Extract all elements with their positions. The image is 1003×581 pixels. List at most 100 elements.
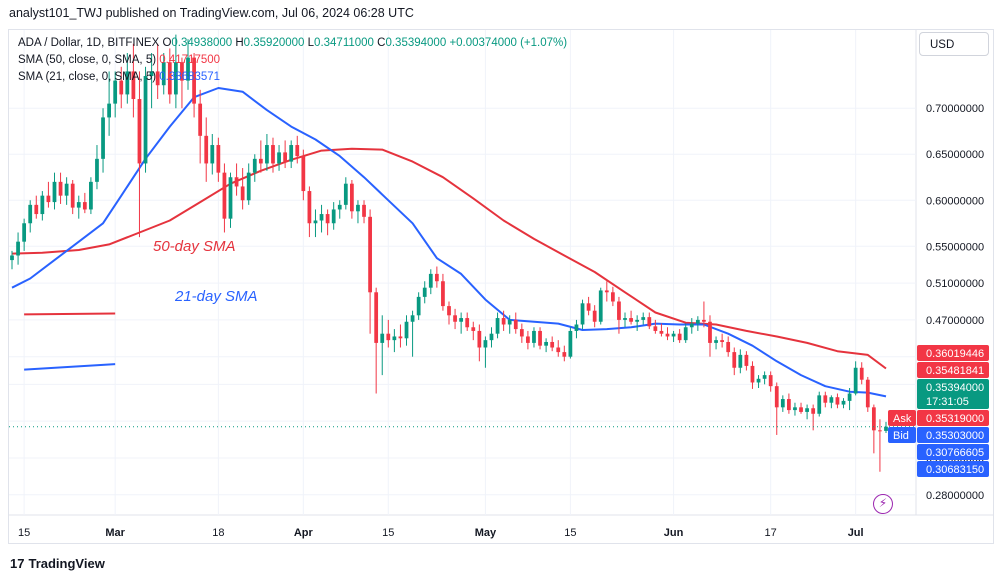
candle-body	[173, 62, 178, 95]
candle	[647, 312, 652, 330]
candle-body	[671, 333, 676, 337]
candle	[544, 338, 548, 353]
sma50-legend-row[interactable]: SMA (50, close, 0, SMA, 5) 0.41717500	[18, 52, 567, 69]
lightning-icon[interactable]: ⚡	[873, 494, 893, 514]
close-label: C	[377, 37, 386, 49]
candle-body	[331, 209, 336, 224]
publisher-header: analyst101_TWJ published on TradingView.…	[9, 6, 414, 20]
candle-body	[28, 204, 33, 224]
candle-body	[186, 57, 190, 81]
candle	[507, 315, 512, 334]
candle-body	[277, 152, 281, 164]
price-label-bg	[917, 427, 989, 443]
candle-body	[258, 158, 263, 164]
candles	[10, 34, 888, 472]
candle	[610, 286, 615, 307]
candle	[441, 273, 445, 311]
candle-body	[422, 287, 427, 297]
candle-body	[198, 103, 203, 136]
candle	[95, 145, 99, 190]
candle	[143, 66, 148, 173]
candle	[623, 312, 627, 328]
currency-button[interactable]: USD	[919, 32, 989, 56]
candle-body	[586, 303, 591, 311]
candle-body	[835, 397, 840, 405]
candle	[319, 204, 324, 233]
price-label-text: 0.35481841	[926, 365, 984, 377]
tradingview-logo[interactable]: 17 TradingView	[10, 556, 105, 571]
time-tick-label: Apr	[294, 527, 314, 539]
candle	[871, 404, 876, 454]
candle-body	[774, 386, 779, 408]
candle-body	[95, 158, 99, 182]
candle	[10, 250, 14, 270]
candle	[101, 108, 105, 173]
candle-body	[301, 156, 306, 192]
candle	[780, 395, 785, 412]
candle-body	[635, 319, 640, 322]
candle-body	[507, 319, 512, 325]
candle	[64, 177, 69, 205]
candle-body	[744, 354, 749, 366]
candle	[16, 232, 20, 265]
candle	[550, 336, 555, 352]
candle-body	[750, 365, 755, 383]
candle-body	[665, 333, 670, 337]
price-label-text: 0.36019446	[926, 348, 984, 360]
candle	[374, 287, 379, 394]
candle-body	[714, 340, 718, 343]
candle-body	[604, 290, 609, 293]
candle-body	[192, 57, 196, 104]
candle-body	[811, 408, 816, 414]
candle	[738, 349, 743, 374]
candle	[465, 312, 470, 331]
candle-body	[702, 319, 706, 322]
candle-body	[16, 241, 20, 256]
change-value: +0.00374000 (+1.07%)	[449, 37, 568, 49]
candle-body	[720, 340, 725, 342]
open-label: O	[162, 37, 172, 49]
candle	[222, 163, 227, 233]
high-value: 0.35920000	[243, 37, 305, 49]
candle	[720, 333, 725, 348]
candle	[58, 172, 63, 204]
time-axis[interactable]: 15 Mar 18 Apr 15 May 15 Jun 17 Jul	[18, 527, 864, 539]
candle-body	[234, 177, 239, 187]
candle	[592, 305, 597, 328]
high-label: H	[235, 37, 244, 49]
candle-body	[641, 317, 646, 320]
candle	[228, 172, 233, 228]
countdown-text: 17:31:05	[926, 396, 969, 408]
symbol-legend-row[interactable]: ADA / Dollar, 1D, BITFINEX O0.34938000 H…	[18, 35, 567, 52]
candle-body	[70, 183, 75, 208]
candle	[823, 391, 828, 408]
candle-body	[119, 80, 124, 95]
candle	[708, 315, 712, 357]
candle-body	[216, 145, 221, 173]
time-tick-label: 18	[212, 527, 224, 539]
candle-body	[598, 290, 603, 322]
chart-legend: ADA / Dollar, 1D, BITFINEX O0.34938000 H…	[18, 35, 567, 86]
candle	[629, 310, 633, 325]
tradingview-logo-icon: 17	[10, 556, 25, 571]
candle-body	[76, 202, 81, 208]
candle-body	[453, 315, 457, 322]
candle	[471, 321, 476, 341]
candle	[665, 327, 670, 341]
candle-body	[319, 214, 324, 221]
candle-body	[677, 333, 682, 341]
time-tick-label: Jul	[848, 527, 864, 539]
candle-body	[471, 327, 476, 331]
candle-body	[878, 430, 882, 432]
candle	[246, 163, 251, 205]
candle	[107, 71, 111, 136]
candle	[119, 66, 124, 109]
sma21-legend-row[interactable]: SMA (21, close, 0, SMA, 5) 0.38683571	[18, 69, 567, 86]
candle	[689, 318, 694, 334]
candle-body	[89, 181, 93, 210]
candle-body	[708, 321, 712, 343]
candle	[774, 382, 779, 435]
candle	[216, 137, 221, 182]
candle-body	[495, 318, 500, 334]
